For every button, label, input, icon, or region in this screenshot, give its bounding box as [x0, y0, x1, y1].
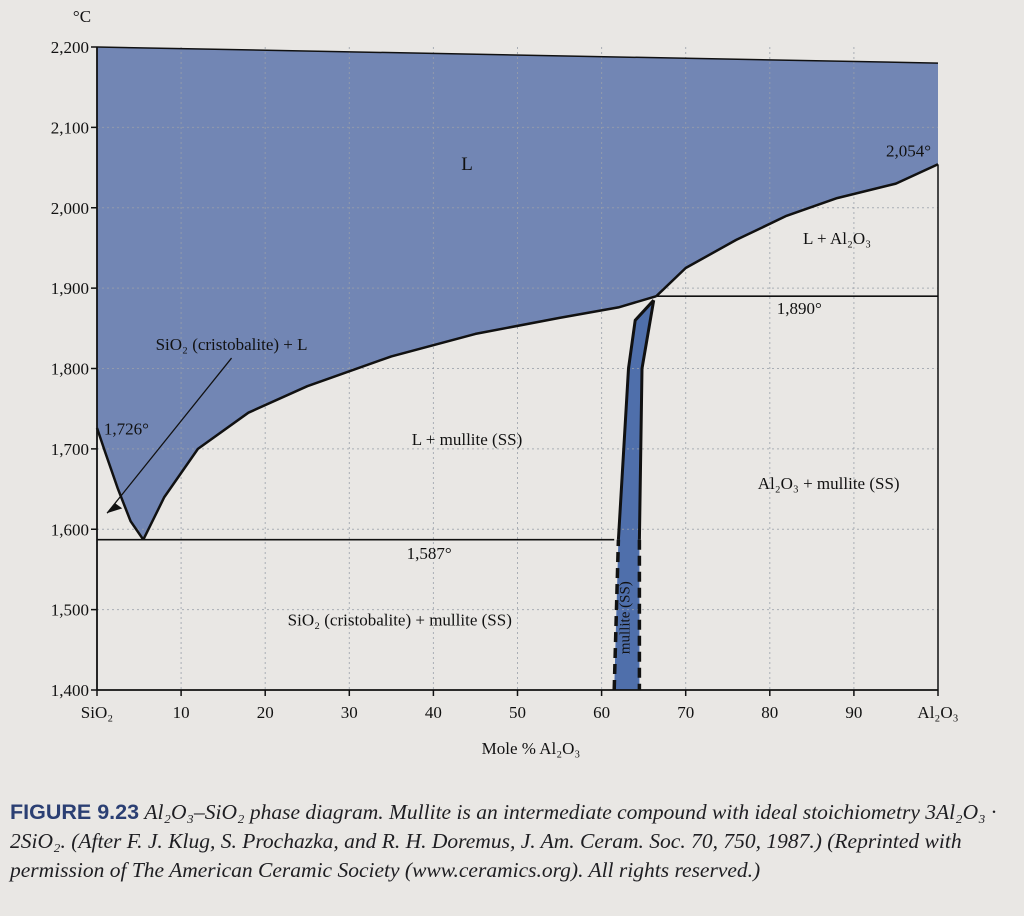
x-tick-label: 30: [341, 703, 358, 722]
y-tick-label: 1,800: [51, 360, 89, 379]
mullite-ss-left-dashed: [612, 539, 621, 691]
region-label: 1,890°: [777, 299, 822, 318]
x-tick-label: 60: [593, 703, 610, 722]
region-label: 1,587°: [407, 544, 452, 563]
figure-caption-text: Al₂O₃–SiO₂ phase diagram. Mullite is an …: [10, 800, 997, 882]
region-labels: L 2,054° L + Al₂O₃ 1,890° SiO₂ (cristobalite…: [104, 141, 931, 654]
x-tick-label: 10: [173, 703, 190, 722]
leader-line: [106, 357, 233, 514]
leader-arrowhead: [107, 503, 123, 514]
x-tick-label: 40: [425, 703, 442, 722]
y-tick-label: 2,000: [51, 199, 89, 218]
x-tick-label: 70: [677, 703, 694, 722]
grid-lines: [97, 47, 938, 690]
y-tick-label: 1,400: [51, 681, 89, 700]
region-label: mullite (SS): [617, 581, 633, 654]
region-label: L + Al₂O₃: [803, 229, 871, 248]
y-tick-label: 2,100: [51, 118, 89, 137]
axes: 2,200 2,100 2,000 1,900 1,800 1,700 1,600 1,500…: [51, 38, 959, 722]
x-axis-label: Mole % Al₂O₃: [482, 739, 581, 758]
mullite-ss-right-solid: [637, 299, 656, 540]
phase-boundaries: [95, 46, 939, 691]
region-label: SiO₂ (cristobalite) + mullite (SS): [288, 611, 512, 630]
y-axis-unit: °C: [73, 7, 91, 26]
figure-caption: FIGURE 9.23 Al₂O₃–SiO₂ phase diagram. Mu…: [10, 798, 1014, 885]
liquid-top-boundary: [96, 46, 939, 64]
y-tick-label: 1,600: [51, 520, 89, 539]
region-label: Al₂O₃ + mullite (SS): [758, 474, 900, 493]
y-tick-label: 2,200: [51, 38, 89, 57]
x-tick-label: 80: [761, 703, 778, 722]
region-label: 1,726°: [104, 419, 149, 438]
y-tick-label: 1,900: [51, 279, 89, 298]
region-label: L + mullite (SS): [412, 430, 522, 449]
x-tick-label: 50: [509, 703, 526, 722]
figure-number: FIGURE 9.23: [10, 800, 140, 824]
mullite-ss-band: [614, 300, 654, 690]
liquidus-sio2-side: [95, 427, 145, 541]
region-label: 2,054°: [886, 141, 931, 160]
liquidus-mullite-side: [142, 295, 657, 541]
x-tick-label: 20: [257, 703, 274, 722]
region-label: SiO₂ (cristobalite) + L: [156, 335, 308, 354]
x-tick-label: 90: [845, 703, 862, 722]
mullite-ss-left-solid: [616, 299, 655, 540]
y-tick-label: 1,500: [51, 601, 89, 620]
x-tick-label: Al₂O₃: [917, 703, 958, 722]
region-label: L: [461, 154, 473, 175]
liquidus-al2o3-side: [655, 163, 939, 298]
x-tick-label: SiO₂: [81, 703, 113, 722]
y-tick-label: 1,700: [51, 440, 89, 459]
